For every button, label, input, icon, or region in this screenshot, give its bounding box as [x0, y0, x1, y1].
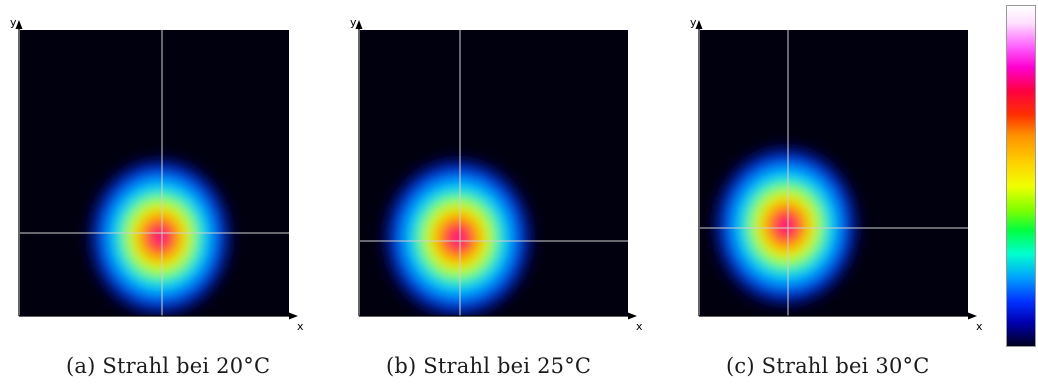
beam-spot [83, 152, 237, 316]
beam-plot-a: y x [10, 16, 304, 333]
caption-a: (a) Strahl bei 20°C [66, 354, 271, 378]
x-axis-arrow [628, 312, 637, 320]
y-axis-arrow [695, 20, 703, 29]
y-axis-arrow [355, 20, 363, 29]
x-axis-arrow [289, 312, 298, 320]
beam-panel-b: y x (b) Strahl bei 25°C [338, 0, 643, 392]
beam-plot-b: y x [350, 16, 643, 333]
x-axis-label: x [636, 320, 643, 333]
y-axis-label: y [10, 16, 17, 29]
caption-b: (b) Strahl bei 25°C [386, 354, 592, 378]
x-axis-arrow [968, 312, 977, 320]
x-axis-label: x [976, 320, 983, 333]
beam-panel-c: y x (c) Strahl bei 30°C [678, 0, 983, 392]
intensity-color-scale [1006, 5, 1036, 347]
caption-c: (c) Strahl bei 30°C [726, 354, 930, 378]
x-axis-label: x [297, 320, 304, 333]
beam-plot-c: y x [690, 16, 983, 333]
y-axis-label: y [350, 16, 357, 29]
y-axis-label: y [690, 16, 697, 29]
beam-panel-a: y x (a) Strahl bei 20°C [0, 0, 304, 392]
beam-spot [708, 140, 864, 312]
y-axis-arrow [15, 20, 23, 29]
beam-spot [378, 152, 538, 316]
